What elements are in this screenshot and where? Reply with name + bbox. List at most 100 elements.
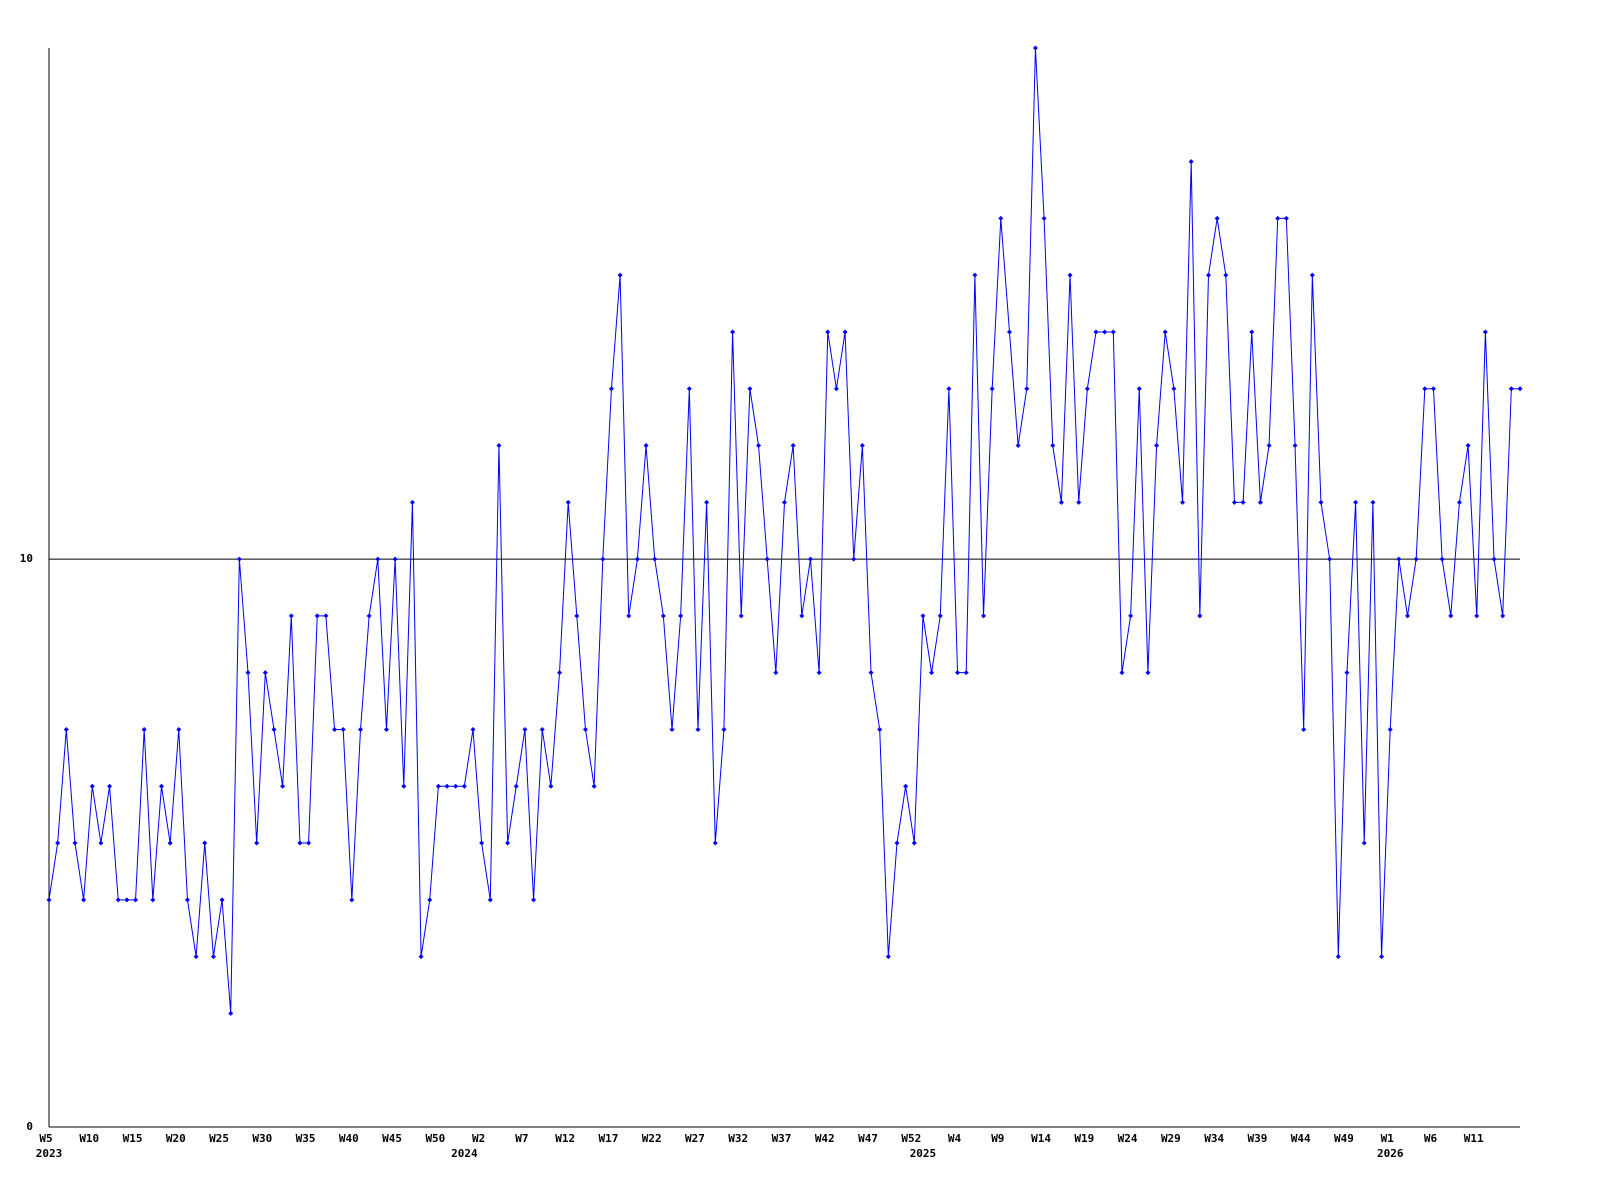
data-point (1067, 272, 1073, 278)
data-point (1344, 670, 1350, 676)
data-point (254, 840, 260, 846)
data-point (1180, 499, 1186, 505)
x-tick-label: W1 (1381, 1132, 1395, 1145)
data-point (842, 329, 848, 335)
data-point (513, 783, 519, 789)
data-point (937, 613, 943, 619)
data-point (877, 726, 883, 732)
data-point (383, 726, 389, 732)
x-year-label: 2024 (451, 1147, 478, 1160)
data-point (1448, 613, 1454, 619)
data-point (1119, 670, 1125, 676)
x-tick-label: W24 (1118, 1132, 1138, 1145)
data-point (1231, 499, 1237, 505)
data-point (643, 443, 649, 449)
data-point (868, 670, 874, 676)
data-point (531, 897, 537, 903)
data-point (1508, 386, 1514, 392)
x-tick-label: W17 (599, 1132, 619, 1145)
data-point (297, 840, 303, 846)
data-point (790, 443, 796, 449)
x-tick-label: W4 (948, 1132, 962, 1145)
x-tick-label: W44 (1291, 1132, 1311, 1145)
data-point (1387, 726, 1393, 732)
data-point (825, 329, 831, 335)
x-year-label: 2026 (1377, 1147, 1404, 1160)
data-point (1474, 613, 1480, 619)
data-point (1076, 499, 1082, 505)
data-point (1482, 329, 1488, 335)
data-point (1171, 386, 1177, 392)
x-year-label: 2025 (910, 1147, 937, 1160)
x-tick-label: W15 (123, 1132, 143, 1145)
data-point (1439, 556, 1445, 562)
data-point (608, 386, 614, 392)
x-tick-label: W32 (728, 1132, 748, 1145)
x-tick-label: W14 (1031, 1132, 1051, 1145)
data-point (1188, 159, 1194, 165)
data-point (1050, 443, 1056, 449)
data-point (929, 670, 935, 676)
data-point (496, 443, 502, 449)
data-point (1041, 215, 1047, 221)
data-point (1006, 329, 1012, 335)
data-point (972, 272, 978, 278)
data-point (539, 726, 545, 732)
data-point (1214, 215, 1220, 221)
data-point (1379, 954, 1385, 960)
data-point (1283, 215, 1289, 221)
x-tick-label: W47 (858, 1132, 878, 1145)
x-tick-label: W45 (382, 1132, 402, 1145)
x-tick-label: W34 (1204, 1132, 1224, 1145)
data-point (1422, 386, 1428, 392)
data-point (210, 954, 216, 960)
data-point (1361, 840, 1367, 846)
data-point (409, 499, 415, 505)
data-point (228, 1010, 234, 1016)
data-point (782, 499, 787, 505)
data-point (955, 670, 961, 676)
data-point (444, 783, 450, 789)
data-point (1413, 556, 1419, 562)
data-point (401, 783, 407, 789)
data-point (704, 499, 710, 505)
data-point (859, 443, 865, 449)
x-tick-label: W50 (425, 1132, 445, 1145)
data-point (963, 670, 969, 676)
data-point (1405, 613, 1411, 619)
data-point (1301, 726, 1307, 732)
data-point (557, 670, 563, 676)
data-point (1162, 329, 1168, 335)
data-point (756, 443, 762, 449)
data-point (340, 726, 346, 732)
data-point (565, 499, 571, 505)
data-point (1465, 443, 1471, 449)
x-tick-label: W27 (685, 1132, 705, 1145)
data-point (946, 386, 952, 392)
data-point (1128, 613, 1134, 619)
data-point (738, 613, 744, 619)
data-point (89, 783, 95, 789)
data-point (1024, 386, 1030, 392)
data-point (1032, 45, 1038, 51)
data-point (1309, 272, 1315, 278)
data-point (366, 613, 372, 619)
data-point (158, 783, 164, 789)
x-tick-label: W29 (1161, 1132, 1181, 1145)
data-point (695, 726, 701, 732)
x-tick-label: W40 (339, 1132, 359, 1145)
data-point (833, 386, 839, 392)
data-point (617, 272, 623, 278)
data-point (167, 840, 173, 846)
x-tick-label: W35 (296, 1132, 316, 1145)
x-tick-label: W37 (772, 1132, 792, 1145)
data-point (133, 897, 139, 903)
data-point (1136, 386, 1142, 392)
data-point (660, 613, 666, 619)
data-point (72, 840, 78, 846)
data-point (479, 840, 485, 846)
data-point (115, 897, 121, 903)
data-point (1266, 443, 1272, 449)
data-point (730, 329, 736, 335)
data-point (1093, 329, 1099, 335)
